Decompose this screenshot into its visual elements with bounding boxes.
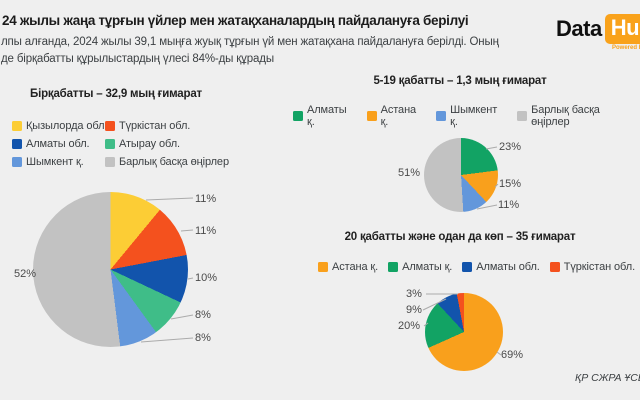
legend-swatch xyxy=(293,111,303,121)
legend-swatch xyxy=(105,121,115,131)
chart-5-19-legend: Алматы қ. Астана қ. Шымкент қ. Барлық ба… xyxy=(293,104,640,128)
legend-item: Алматы қ. xyxy=(293,104,357,128)
datahub-logo: Data Hub xyxy=(556,14,640,44)
slice-label: 11% xyxy=(195,193,217,205)
slice-label: 15% xyxy=(499,178,522,190)
legend-label: Қызылорда обл. xyxy=(26,120,108,132)
legend-label: Алматы обл. xyxy=(26,138,90,150)
legend-label: Шымкент қ. xyxy=(450,104,498,128)
page-subtitle-line1: лпы алғанда, 2024 жылы 39,1 мыңға жуық т… xyxy=(1,36,499,48)
slice-label: 11% xyxy=(498,199,520,211)
slice-label: 23% xyxy=(499,141,522,153)
legend-item: Алматы обл. xyxy=(462,261,540,273)
legend-label: Барлық басқа өңірлер xyxy=(119,156,229,168)
page-subtitle-line2: де бірқабатты құрылыстардың үлесі 84%-ды… xyxy=(1,53,274,65)
chart-20plus-floors-title: 20 қабатты және одан да көп – 35 ғимарат xyxy=(344,231,576,243)
legend-label: Алматы қ. xyxy=(307,104,347,128)
legend-label: Түркістан обл. xyxy=(119,120,191,132)
chart-20plus-legend: Астана қ. Алматы қ. Алматы обл. Түркіста… xyxy=(318,261,635,273)
legend-swatch xyxy=(12,157,22,167)
legend-swatch xyxy=(388,262,399,272)
legend-swatch xyxy=(462,262,473,272)
legend-swatch xyxy=(436,111,447,121)
slice-label: 8% xyxy=(195,309,211,321)
legend-label: Түркістан обл. xyxy=(563,261,636,273)
slice-label: 20% xyxy=(398,320,421,332)
pie-chart-20plus-floors xyxy=(425,293,503,371)
pie-chart-one-storey xyxy=(33,192,188,347)
legend-label: Барлық басқа өңірлер xyxy=(531,104,600,128)
legend-swatch xyxy=(12,139,22,149)
slice-label: 8% xyxy=(195,332,211,344)
slice-label: 9% xyxy=(406,304,422,316)
legend-label: Астана қ. xyxy=(332,261,379,273)
legend-item: Шымкент қ. xyxy=(436,104,507,128)
legend-item: Барлық басқа өңірлер xyxy=(517,104,640,128)
slice-label: 51% xyxy=(398,167,421,179)
legend-swatch xyxy=(366,111,377,121)
legend-swatch xyxy=(12,121,22,131)
legend-label: Алматы обл. xyxy=(476,261,540,273)
slice-label: 52% xyxy=(14,268,37,280)
chart-5-19-floors-title: 5-19 қабатты – 1,3 мың ғимарат xyxy=(373,75,547,87)
slice-label: 10% xyxy=(195,272,218,284)
legend-item: Атырау обл. xyxy=(105,138,180,150)
pie-chart-5-19-floors xyxy=(424,138,498,212)
legend-item: Астана қ. xyxy=(318,261,378,273)
legend-item: Шымкент қ. xyxy=(12,156,84,168)
legend-swatch xyxy=(318,262,328,272)
legend-item: Қызылорда обл. xyxy=(12,120,107,132)
source-note: ҚР СЖРА ҰСБ дере xyxy=(575,372,640,384)
legend-item: Астана қ. xyxy=(366,104,427,128)
logo-badge: Hub xyxy=(604,14,640,44)
legend-item: Алматы обл. xyxy=(12,138,90,150)
slice-label: 69% xyxy=(501,349,524,361)
legend-item: Алматы қ. xyxy=(388,261,452,273)
logo-word: Data xyxy=(556,16,602,41)
legend-label: Шымкент қ. xyxy=(26,156,84,168)
legend-label: Астана қ. xyxy=(380,104,417,128)
slice-label: 3% xyxy=(406,288,422,300)
legend-label: Алматы қ. xyxy=(402,261,453,273)
chart-one-storey-title: Бірқабатты – 32,9 мың ғимарат xyxy=(30,88,202,100)
legend-item: Түркістан обл. xyxy=(549,261,636,273)
legend-label: Атырау обл. xyxy=(119,138,181,150)
legend-item: Барлық басқа өңірлер xyxy=(105,156,229,168)
logo-tagline: Powered b xyxy=(612,45,640,51)
page-title: 24 жылы жаңа тұрғын үйлер мен жатақханал… xyxy=(2,13,469,28)
legend-swatch xyxy=(105,157,115,167)
legend-swatch xyxy=(549,262,560,272)
legend-item: Түркістан обл. xyxy=(105,120,190,132)
legend-swatch xyxy=(105,139,115,149)
slice-label: 11% xyxy=(195,225,217,237)
legend-swatch xyxy=(517,111,528,121)
